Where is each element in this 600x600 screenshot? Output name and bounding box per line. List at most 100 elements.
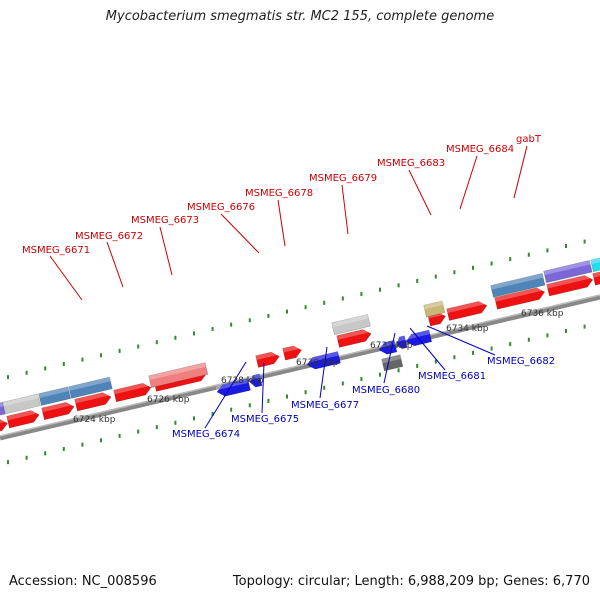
leader-line <box>220 213 260 254</box>
gene-label-msmeg-6675[interactable]: MSMEG_6675 <box>231 414 299 425</box>
gene-arrow-forward-shape <box>255 351 280 368</box>
tick-mark <box>397 283 400 288</box>
gene-arrow-forward-shine <box>336 327 371 340</box>
tick-mark <box>490 346 493 351</box>
tick-mark <box>546 248 549 253</box>
feature-box-purple-shape <box>543 259 593 284</box>
tick-mark <box>416 363 419 368</box>
gene-label-msmeg-6683[interactable]: MSMEG_6683 <box>377 158 445 169</box>
tick-mark <box>62 447 65 452</box>
gene-arrow-reverse <box>248 373 263 388</box>
gene-arrow-reverse-shape <box>216 378 251 397</box>
tick-mark <box>230 407 233 412</box>
tick-mark <box>100 438 102 443</box>
feature-box-lightred-shape <box>148 362 209 388</box>
tick-mark <box>341 296 344 301</box>
gene-arrow-forward-shape <box>113 382 152 403</box>
tick-mark <box>25 370 28 375</box>
tick-mark <box>453 355 456 360</box>
feature-track <box>0 255 600 434</box>
gene-arrow-forward-shape <box>282 345 302 361</box>
gene-arrow-reverse <box>395 335 408 350</box>
accession-text: Accession: NC_008596 <box>9 574 157 589</box>
tick-mark <box>155 425 158 430</box>
feature-box-darkgray-shine <box>381 354 402 364</box>
gene-arrow-forward-shape <box>0 418 8 434</box>
feature-box-gray-shine <box>2 393 39 407</box>
tick-mark <box>527 337 530 342</box>
gene-label-msmeg-6684[interactable]: MSMEG_6684 <box>446 144 514 155</box>
tick-mark <box>379 287 381 292</box>
leader-line <box>277 199 286 247</box>
feature-box-purple <box>0 401 6 417</box>
tick-mark <box>323 300 326 305</box>
gene-label-msmeg-6672[interactable]: MSMEG_6672 <box>75 231 143 242</box>
leader-line <box>204 361 247 429</box>
feature-box-khaki <box>423 300 446 318</box>
tick-label-6734: 6734 kbp <box>446 324 489 334</box>
gene-arrow-reverse-shape <box>306 351 341 370</box>
map-title: Mycobacterium smegmatis str. MC2 155, co… <box>105 9 495 24</box>
gene-arrow-forward-shine <box>494 286 545 302</box>
tick-mark <box>341 381 344 386</box>
gene-arrow-forward <box>546 273 594 297</box>
gene-arrow-forward <box>6 408 40 429</box>
gene-label-msmeg-6677[interactable]: MSMEG_6677 <box>291 400 359 411</box>
tick-mark <box>193 331 195 336</box>
feature-box-khaki-shape <box>423 300 446 318</box>
backbone-line <box>0 294 600 441</box>
gene-arrow-forward-shine <box>446 299 487 313</box>
gene-label-msmeg-6676[interactable]: MSMEG_6676 <box>187 202 255 213</box>
gene-arrow-reverse <box>305 351 341 370</box>
feature-box-blue-shape <box>68 376 113 399</box>
feature-box-khaki-shine <box>423 300 444 310</box>
tick-mark <box>472 265 474 270</box>
tick-mark <box>472 350 474 355</box>
leader-line <box>341 184 349 235</box>
tick-mark <box>44 451 47 456</box>
gene-arrow-forward <box>494 286 546 310</box>
gene-arrow-reverse-shine <box>404 330 430 340</box>
feature-box-blue <box>68 376 113 399</box>
gene-arrow-forward-shine <box>41 400 74 413</box>
gene-label-msmeg-6671[interactable]: MSMEG_6671 <box>22 245 90 256</box>
feature-box-gray-shape <box>2 393 41 415</box>
tick-mark <box>527 252 530 257</box>
gene-label-msmeg-6674[interactable]: MSMEG_6674 <box>172 429 240 440</box>
label-leader-lines <box>49 145 528 429</box>
gene-label-msmeg-6681[interactable]: MSMEG_6681 <box>418 371 486 382</box>
feature-box-gray-shape <box>331 314 371 335</box>
gene-arrow-forward-shine <box>255 350 279 360</box>
tick-mark <box>7 460 9 465</box>
gene-label-msmeg-6679[interactable]: MSMEG_6679 <box>309 173 377 184</box>
tick-mark <box>583 239 586 244</box>
gene-label-msmeg-6673[interactable]: MSMEG_6673 <box>131 215 199 226</box>
tick-mark <box>118 348 121 353</box>
gene-arrow-forward-shine <box>113 381 151 395</box>
tick-mark <box>546 333 549 338</box>
gene-arrow-forward <box>74 391 112 412</box>
gene-arrow-forward <box>113 381 152 403</box>
tick-mark <box>62 362 65 367</box>
feature-box-gray <box>2 393 41 415</box>
gene-arrow-forward-shine <box>74 391 111 404</box>
gene-label-msmeg-6680[interactable]: MSMEG_6680 <box>352 385 420 396</box>
feature-box-blue <box>490 273 546 298</box>
tick-mark <box>434 359 437 364</box>
tick-mark <box>509 342 512 347</box>
tick-mark <box>360 377 363 382</box>
tick-mark <box>174 420 177 425</box>
genome-backbone <box>0 294 600 441</box>
gene-label-gabt[interactable]: gabT <box>516 134 542 145</box>
feature-box-purple <box>543 259 593 284</box>
tick-label-6726: 6726 kbp <box>147 395 190 405</box>
gene-label-msmeg-6678[interactable]: MSMEG_6678 <box>245 188 313 199</box>
tick-mark <box>286 394 288 399</box>
gene-arrow-forward-shape <box>446 301 488 321</box>
gene-arrow-reverse-shine <box>305 351 339 364</box>
tick-mark <box>323 385 326 390</box>
feature-box-darkgray-shape <box>381 354 404 372</box>
gene-label-msmeg-6682[interactable]: MSMEG_6682 <box>487 356 555 367</box>
gene-arrow-forward-shape <box>546 275 594 297</box>
